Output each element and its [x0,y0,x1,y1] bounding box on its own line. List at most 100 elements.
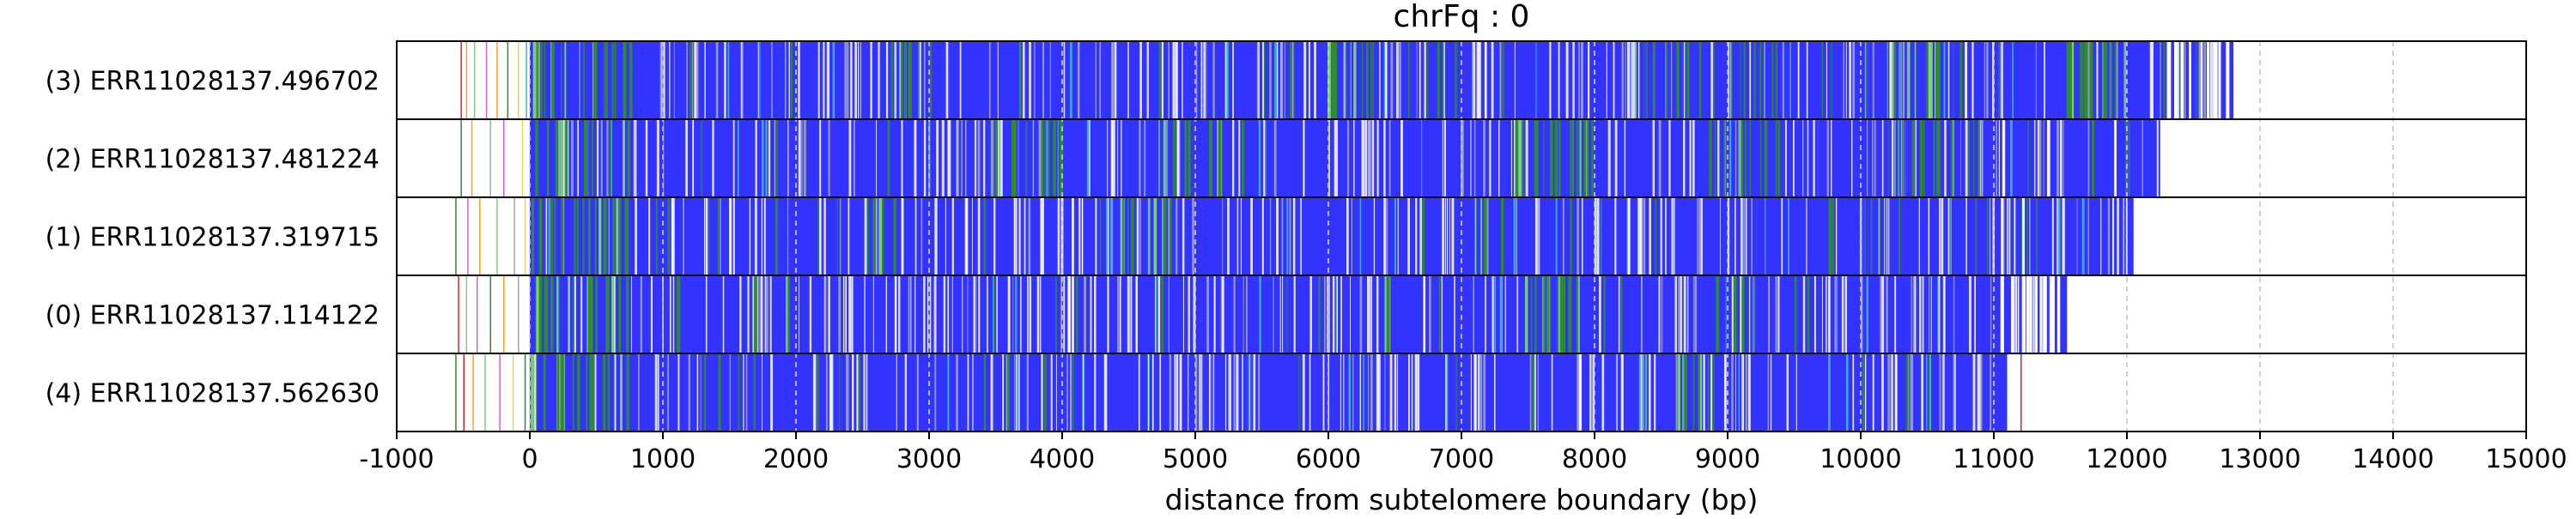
green-stripe [598,197,602,275]
read-stripe [870,41,872,119]
read-stripe [671,197,673,275]
read-stripe [2063,197,2065,275]
read-stripe [1240,197,1242,275]
read-stripe [1314,41,1316,119]
x-tick-label: 2000 [763,444,829,474]
read-stripe [1729,119,1732,197]
green-stripe [1120,197,1123,275]
read-stripe [1683,275,1686,353]
read-stripe [876,197,878,275]
read-stripe [775,197,778,275]
end-stripe [2026,275,2030,353]
read-stripe [1535,41,1537,119]
read-stripe [1173,119,1176,197]
read-stripe [1046,119,1048,197]
green-stripe [618,197,622,275]
read-stripe [1443,119,1446,197]
read-stripe [1692,353,1695,431]
green-stripe [1911,119,1915,197]
read-stripe [605,41,609,119]
read-stripe [1594,197,1597,275]
prefix-mark [455,353,457,431]
read-stripe [704,41,706,119]
read-stripe [1844,275,1848,353]
read-stripe [2008,197,2011,275]
read-stripe [1318,275,1321,353]
read-stripe [1269,41,1272,119]
read-stripe [787,197,789,275]
prefix-mark [463,353,465,431]
read-stripe [1194,353,1198,431]
read-stripe [1174,353,1176,431]
read-stripe [631,275,633,353]
read-stripe [933,275,935,353]
x-axis-label: distance from subtelomere boundary (bp) [1165,483,1759,515]
read-stripe [1725,275,1727,353]
read-stripe [1652,119,1656,197]
read-stripe [845,353,848,431]
read-stripe [2081,197,2085,275]
read-stripe [1939,197,1941,275]
read-stripe [2163,41,2166,119]
read-stripe [2087,197,2089,275]
read-stripe [1208,353,1211,431]
read-stripe [692,119,695,197]
green-stripe [1344,41,1346,119]
read-stripe [1491,41,1494,119]
read-stripe [1959,41,1963,119]
read-stripe [1906,353,1909,431]
prefix-mark [507,41,509,119]
green-stripe [583,41,585,119]
read-stripe [1269,197,1272,275]
read-stripe [1259,275,1261,353]
read-stripe [866,353,868,431]
read-stripe [1437,41,1440,119]
read-stripe [2057,119,2060,197]
read-label: (1) ERR11028137.319715 [46,223,380,253]
read-stripe [2051,197,2054,275]
read-stripe [550,197,551,275]
read-stripe [1015,197,1018,275]
read-stripe [1965,41,1967,119]
read-stripe [819,197,822,275]
read-stripe [1888,197,1890,275]
read-stripe [1851,119,1853,197]
read-row [460,119,2160,197]
read-stripe [2117,197,2119,275]
read-stripe [1193,275,1196,353]
read-stripe [885,275,888,353]
read-stripe [1075,275,1078,353]
read-stripe [1390,41,1394,119]
read-stripe [1697,197,1698,275]
green-stripe [573,275,574,353]
read-stripe [1616,353,1618,431]
read-stripe [704,353,707,431]
read-stripe [1449,197,1451,275]
end-stripe [2180,41,2184,119]
read-stripe [1954,353,1956,431]
end-stripe [2057,275,2061,353]
read-stripe [700,353,702,431]
read-stripe [1978,119,1981,197]
read-stripe [1364,119,1368,197]
read-stripe [2000,41,2002,119]
read-stripe [1107,119,1109,197]
read-stripe [776,197,779,275]
green-stripe [1713,41,1715,119]
green-stripe [1677,353,1680,431]
read-stripe [1872,119,1874,197]
read-stripe [979,197,981,275]
read-stripe [1303,119,1305,197]
read-stripe [1072,275,1074,353]
read-stripe [656,119,659,197]
read-stripe [1596,197,1600,275]
read-stripe [2110,41,2112,119]
prefix-mark [496,41,498,119]
read-stripe [982,119,986,197]
read-stripe [1618,275,1620,353]
prefix-mark [512,353,514,431]
end-stripe [2200,41,2203,119]
green-stripe [1542,275,1544,353]
green-stripe [1122,197,1124,275]
read-stripe [768,119,771,197]
